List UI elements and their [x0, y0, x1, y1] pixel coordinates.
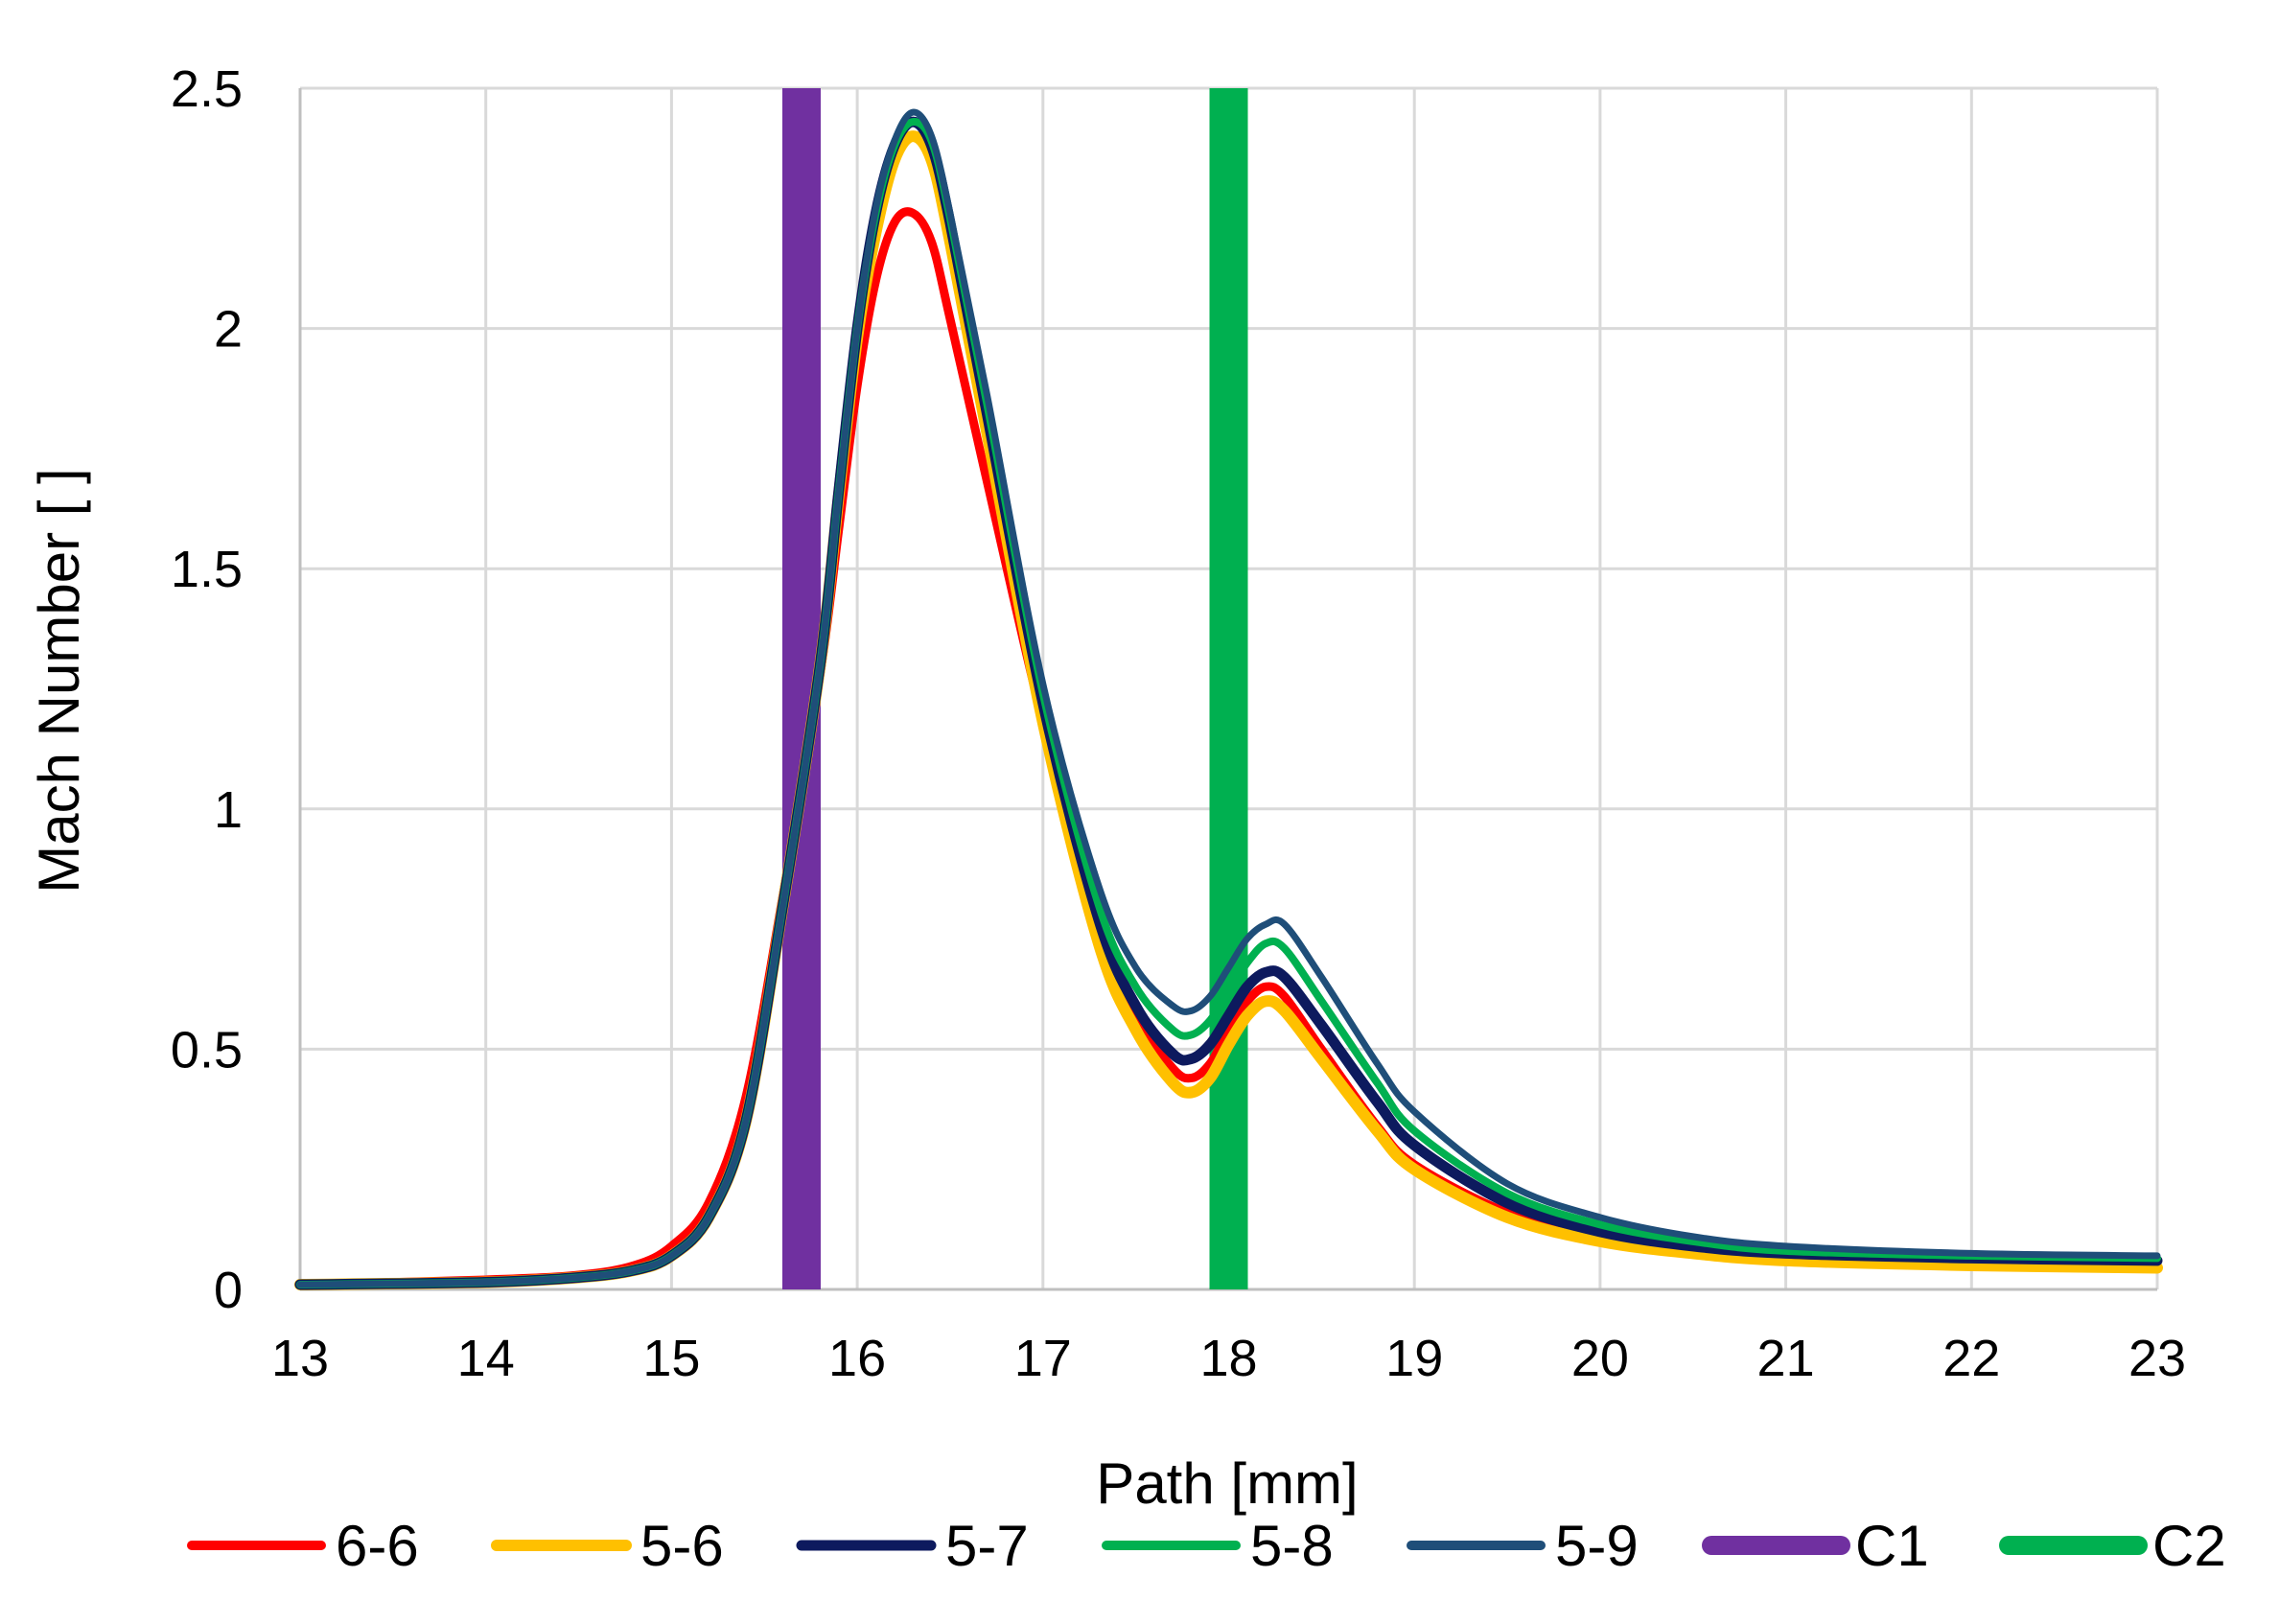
legend-label-c2: C2 — [2152, 1514, 2226, 1578]
x-tick-label: 17 — [1014, 1330, 1072, 1387]
x-tick-label: 23 — [2128, 1330, 2186, 1387]
y-tick-label: 1 — [214, 781, 243, 839]
y-tick-label: 1.5 — [171, 541, 243, 598]
legend-label-5-9: 5-9 — [1555, 1514, 1639, 1578]
y-tick-label: 2.5 — [171, 60, 243, 118]
y-tick-label: 0 — [214, 1262, 243, 1319]
series-layer — [294, 88, 2163, 1290]
x-tick-labels: 13 14 15 16 17 18 19 20 21 22 23 — [271, 1330, 2186, 1387]
x-axis-title: Path [mm] — [1096, 1451, 1358, 1516]
y-axis-title: Mach Number [ ] — [27, 468, 91, 893]
series-line-5-9 — [296, 108, 2161, 1288]
x-tick-label: 22 — [1942, 1330, 2000, 1387]
legend-label-5-7: 5-7 — [945, 1514, 1029, 1578]
x-tick-label: 16 — [828, 1330, 886, 1387]
x-tick-label: 15 — [642, 1330, 700, 1387]
y-tick-labels: 0 0.5 1 1.5 2 2.5 — [171, 60, 243, 1319]
legend-label-5-8: 5-8 — [1250, 1514, 1334, 1578]
x-tick-label: 14 — [457, 1330, 515, 1387]
x-tick-label: 19 — [1385, 1330, 1443, 1387]
x-tick-label: 18 — [1199, 1330, 1257, 1387]
x-tick-label: 20 — [1571, 1330, 1629, 1387]
legend: 6-6 5-6 5-7 5-8 5-9 C1 C2 — [187, 1514, 2226, 1578]
legend-label-6-6: 6-6 — [336, 1514, 419, 1578]
y-tick-label: 2 — [214, 301, 243, 359]
x-tick-label: 21 — [1757, 1330, 1815, 1387]
x-tick-label: 13 — [271, 1330, 329, 1387]
legend-label-5-6: 5-6 — [640, 1514, 724, 1578]
y-tick-label: 0.5 — [171, 1021, 243, 1079]
legend-label-c1: C1 — [1855, 1514, 1929, 1578]
